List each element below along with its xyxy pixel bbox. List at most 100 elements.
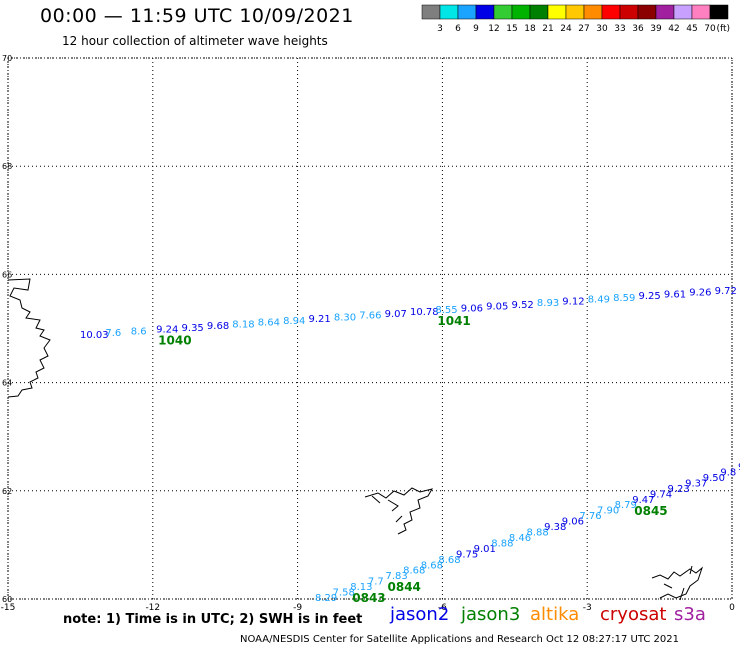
wave-height-value: 9.74 <box>650 489 672 500</box>
legend-s3a: s3a <box>674 604 706 625</box>
scale-swatch <box>547 4 567 20</box>
wave-height-value: 9.47 <box>632 495 654 506</box>
lat-tick-label: 66 <box>2 270 12 279</box>
legend-cryosat: cryosat <box>600 604 667 625</box>
scale-label: 6 <box>455 24 461 34</box>
scale-swatch <box>637 4 657 20</box>
scale-label: 12 <box>488 24 499 34</box>
scale-swatch <box>475 4 495 20</box>
wave-height-value: 9.01 <box>474 544 496 555</box>
scale-label: 3 <box>437 24 443 34</box>
wave-height-value: 7.58 <box>333 588 355 599</box>
pass-time-label: 0844 <box>388 580 421 594</box>
wave-height-value: 8.59 <box>613 293 635 304</box>
wave-height-value: 9.50 <box>703 473 725 484</box>
lat-tick-label: 64 <box>2 379 12 388</box>
scale-label: 15 <box>506 24 517 34</box>
wave-height-value: 8.68 <box>438 555 460 566</box>
scale-swatch <box>583 4 603 20</box>
scale-swatch <box>511 4 531 20</box>
map-grid <box>7 57 733 600</box>
scale-label: 30 <box>596 24 608 34</box>
wave-height-value: 9.61 <box>664 289 686 300</box>
wave-height-value: 7.83 <box>386 571 408 582</box>
scale-label: 39 <box>650 24 662 34</box>
wave-height-value: 9.8 <box>720 467 736 478</box>
wave-height-value: 9.72 <box>715 286 737 297</box>
scale-swatch <box>565 4 585 20</box>
wave-height-value: 9.38 <box>544 522 566 533</box>
legend-altika: altika <box>530 604 580 625</box>
lat-tick-label: 68 <box>2 162 12 171</box>
scale-label: 27 <box>578 24 589 34</box>
pass-time-label: 1040 <box>158 334 191 348</box>
wave-height-value: 10.03 <box>80 330 109 341</box>
scale-label: 42 <box>668 24 679 34</box>
shetland-islands-outline <box>651 565 704 601</box>
scale-swatch <box>673 4 693 20</box>
wave-height-value: 9.23 <box>668 484 690 495</box>
pass-time-label: 0843 <box>352 591 385 605</box>
wave-height-value: 8.79 <box>615 500 637 511</box>
wave-height-value: 8.29 <box>315 593 337 604</box>
page-title: 00:00 — 11:59 UTC 10/09/2021 <box>40 5 354 27</box>
scale-swatch <box>493 4 513 20</box>
wave-height-value: 7.6 <box>105 328 121 339</box>
coastlines <box>7 278 704 601</box>
wave-height-value: 8.13 <box>350 582 372 593</box>
wave-height-value: 8.68 <box>421 560 443 571</box>
note-text: note: 1) Time is in UTC; 2) SWH is in fe… <box>63 612 363 627</box>
pass-time-label: 1041 <box>437 314 470 328</box>
wave-height-value: 8.94 <box>283 316 305 327</box>
wave-height-value: 8.46 <box>509 533 531 544</box>
scale-swatch <box>439 4 459 20</box>
scale-swatch <box>619 4 639 20</box>
wave-height-value: 9.06 <box>461 303 483 314</box>
lon-tick-label: -3 <box>583 603 592 613</box>
scale-label: 21 <box>542 24 553 34</box>
wave-height-value: 8.88 <box>491 538 513 549</box>
lon-tick-label: -6 <box>438 603 447 613</box>
wave-height-value: 9.05 <box>486 302 508 313</box>
lon-tick-label: -12 <box>145 603 160 613</box>
scale-swatch <box>601 4 621 20</box>
wave-height-value: 9.21 <box>308 314 330 325</box>
wave-height-value: 10.78 <box>410 307 439 318</box>
scale-unit: (ft) <box>716 24 730 34</box>
wave-height-value: 9.07 <box>385 309 407 320</box>
scale-swatch <box>709 4 729 20</box>
wave-height-value: 8.18 <box>232 319 254 330</box>
legend-jason2: jason2 <box>390 604 450 625</box>
scale-swatch <box>691 4 711 20</box>
scale-swatch <box>457 4 477 20</box>
scale-label: 70 <box>704 24 716 34</box>
scale-label: 18 <box>524 24 536 34</box>
scale-label: 45 <box>686 24 697 34</box>
lat-tick-label: 62 <box>2 487 12 496</box>
wave-height-value: 9.12 <box>562 296 584 307</box>
lat-tick-label: 60 <box>2 595 12 604</box>
lat-tick-label: 70 <box>2 54 12 63</box>
scale-label: 24 <box>560 24 572 34</box>
wave-height-value: 9.06 <box>562 517 584 528</box>
wave-height-value: 7.66 <box>359 311 381 322</box>
wave-height-value: 9.37 <box>685 478 707 489</box>
footer-credit: NOAA/NESDIS Center for Satellite Applica… <box>240 634 679 645</box>
pass-time-label: 0845 <box>634 504 667 518</box>
wave-height-value: 8.64 <box>258 318 280 329</box>
wave-height-value: 9.25 <box>638 291 660 302</box>
wave-height-value: 9.75 <box>456 549 478 560</box>
greenland-coast <box>7 278 51 398</box>
wave-height-value: 7.90 <box>597 506 619 517</box>
scale-label: 9 <box>473 24 479 34</box>
lon-tick-label: 0 <box>729 603 735 613</box>
scale-label: 36 <box>632 24 644 34</box>
wave-height-value: 8.49 <box>588 295 610 306</box>
scale-swatch <box>529 4 549 20</box>
wave-height-value: 9.8 <box>738 462 740 473</box>
map-frame <box>7 57 733 600</box>
wave-height-value: 8.55 <box>435 305 457 316</box>
lon-tick-label: -9 <box>293 603 302 613</box>
faroe-islands-outline <box>364 487 434 535</box>
